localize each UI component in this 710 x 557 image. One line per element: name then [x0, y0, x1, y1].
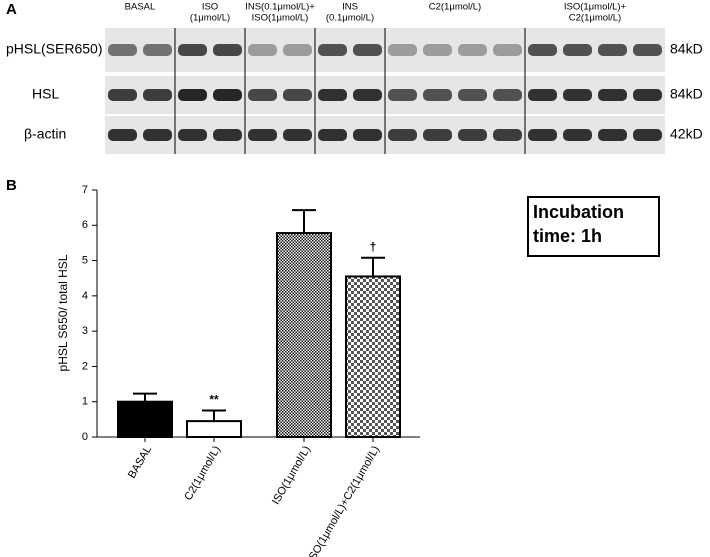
x-tick-label: ISO(1μmol/L)	[270, 444, 313, 507]
lane-label: ISO(1μmol/L)+	[564, 2, 627, 13]
panel-label: B	[6, 177, 17, 194]
blot-band	[388, 129, 417, 141]
blot-band	[563, 129, 592, 141]
blot-band	[283, 129, 312, 141]
blot-band	[213, 44, 242, 56]
blot-band	[598, 129, 627, 141]
blot-band	[108, 129, 137, 141]
blot-band	[143, 129, 172, 141]
y-tick-label: 6	[82, 219, 88, 231]
y-tick-label: 2	[82, 360, 88, 372]
y-axis-label: pHSL S650/ total HSL	[56, 254, 70, 371]
blot-band	[178, 129, 207, 141]
bar	[117, 400, 173, 439]
x-tick-label: BASAL	[126, 444, 154, 481]
blot-band	[423, 44, 452, 56]
lane-label: ISO	[202, 2, 218, 13]
x-tick-label: C2(1μmol/L)	[182, 444, 223, 503]
y-tick-label: 5	[82, 254, 88, 266]
blot-band	[633, 89, 662, 101]
row-label: HSL	[32, 86, 59, 102]
lane-label: BASAL	[125, 2, 156, 13]
blot-band	[108, 44, 137, 56]
blot-band	[528, 44, 557, 56]
bar	[276, 232, 332, 438]
blot-band	[598, 89, 627, 101]
y-tick-label: 3	[82, 325, 88, 337]
bar	[345, 275, 401, 439]
blot-band	[248, 89, 277, 101]
blot-band	[493, 129, 522, 141]
lane-label: (0.1μmol/L)	[326, 13, 374, 24]
blot-band	[353, 89, 382, 101]
blot-band	[353, 44, 382, 56]
y-tick-label: 0	[82, 431, 88, 443]
blot-band	[108, 89, 137, 101]
blot-band	[598, 44, 627, 56]
blot-band	[493, 89, 522, 101]
row-label: β-actin	[24, 126, 66, 142]
y-tick-label: 4	[82, 290, 88, 302]
size-label: 42kD	[670, 126, 703, 142]
blot-band	[423, 89, 452, 101]
lane-label: C2(1μmol/L)	[429, 2, 481, 13]
blot-band	[633, 44, 662, 56]
blot-band	[248, 44, 277, 56]
blot-band	[528, 129, 557, 141]
blot-band	[283, 44, 312, 56]
blot-band	[318, 129, 347, 141]
lane-label: INS	[342, 2, 358, 13]
blot-band	[318, 89, 347, 101]
blot-band	[388, 44, 417, 56]
blot-band	[178, 89, 207, 101]
blot-band	[213, 89, 242, 101]
blot-band	[143, 44, 172, 56]
blot-band	[458, 129, 487, 141]
blot-band	[213, 129, 242, 141]
blot-band	[493, 44, 522, 56]
blot-band	[353, 129, 382, 141]
significance-mark: **	[209, 393, 219, 407]
lane-label: (1μmol/L)	[190, 13, 230, 24]
blot-band	[528, 89, 557, 101]
blot-band	[178, 44, 207, 56]
lane-label: C2(1μmol/L)	[569, 13, 621, 24]
lane-label: ISO(1μmol/L)	[252, 13, 309, 24]
blot-band	[283, 89, 312, 101]
y-tick-label: 7	[82, 184, 88, 196]
blot-band	[388, 89, 417, 101]
lane-label: INS(0.1μmol/L)+	[245, 2, 315, 13]
blot-band	[633, 129, 662, 141]
blot-band	[458, 89, 487, 101]
blot-band	[563, 44, 592, 56]
blot-band	[318, 44, 347, 56]
x-tick-label: ISO(1μmol/L)+C2(1μmol/L)	[305, 444, 382, 557]
blot-band	[143, 89, 172, 101]
size-label: 84kD	[670, 86, 703, 102]
panel-label: A	[6, 1, 17, 18]
blot-band	[248, 129, 277, 141]
y-tick-label: 1	[82, 396, 88, 408]
blot-band	[458, 44, 487, 56]
significance-mark: †	[370, 240, 377, 254]
blot-band	[563, 89, 592, 101]
size-label: 84kD	[670, 41, 703, 57]
blot-band	[423, 129, 452, 141]
bar	[186, 420, 242, 439]
annotation-box: Incubation time: 1h	[527, 196, 660, 257]
row-label: pHSL(SER650)	[6, 41, 103, 57]
